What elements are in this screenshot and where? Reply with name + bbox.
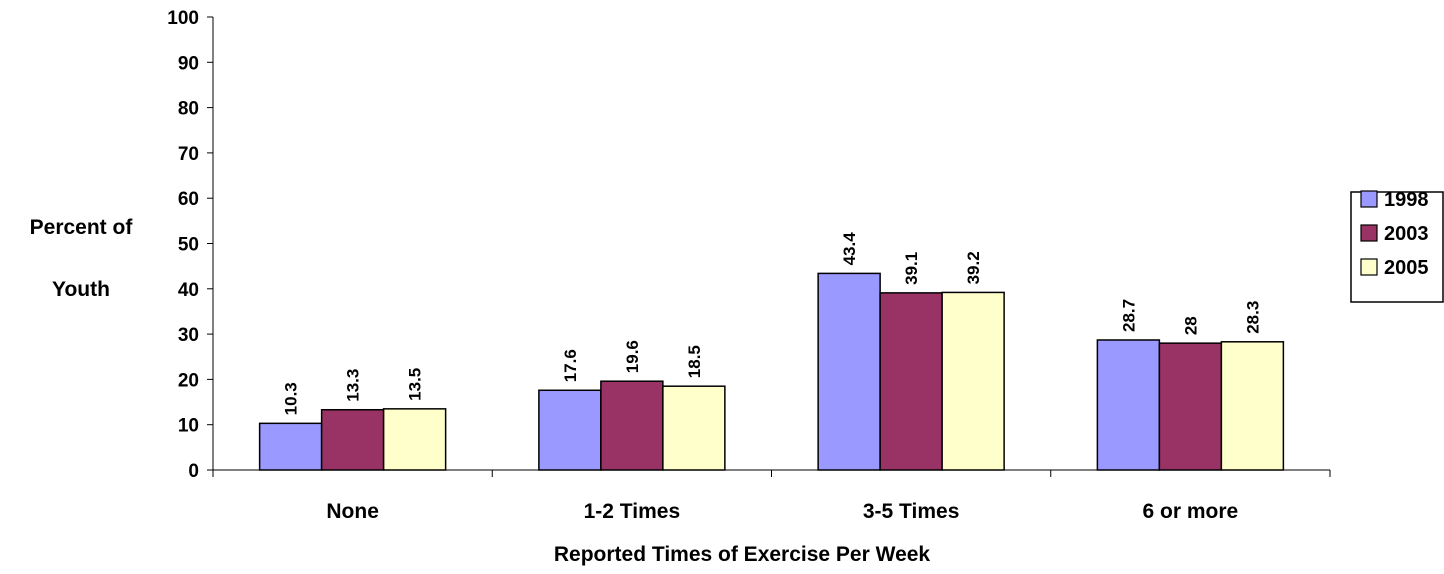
bar-2005-3 <box>1220 341 1285 471</box>
y-axis-title-line-1: Percent of <box>30 216 134 239</box>
legend-label-2003: 2003 <box>1384 223 1429 245</box>
y-tick-label: 40 <box>178 280 199 301</box>
data-label-2005-1: 18.5 <box>685 345 704 378</box>
x-axis: None 1-2 Times 3-5 Times 6 or more <box>212 469 1331 523</box>
y-tick-label: 50 <box>178 235 199 256</box>
bar-2005-2 <box>941 291 1005 471</box>
data-label-1998-0: 10.3 <box>282 382 301 415</box>
data-label-1998-2: 43.4 <box>840 232 859 266</box>
legend-swatch-2003 <box>1360 224 1378 242</box>
bar-2003-2 <box>879 292 943 471</box>
legend-swatch-2005 <box>1360 258 1378 276</box>
x-tick-label: 1-2 Times <box>584 500 681 523</box>
y-tick-label: 90 <box>178 53 199 74</box>
legend-box <box>1350 191 1444 303</box>
y-tick-label: 20 <box>178 370 199 391</box>
y-tick-label: 0 <box>188 461 199 482</box>
bar-2003-0 <box>320 409 385 471</box>
data-label-2005-2: 39.2 <box>964 251 983 284</box>
data-label-2005-0: 13.5 <box>406 368 425 401</box>
bar-2005-0 <box>382 408 447 471</box>
y-tick-label: 100 <box>167 8 199 29</box>
data-label-2003-1: 19.6 <box>623 340 642 373</box>
x-tick-label: 3-5 Times <box>863 500 960 523</box>
y-tick-label: 10 <box>178 416 199 437</box>
bars <box>258 272 1285 471</box>
bar-1998-3 <box>1096 339 1161 471</box>
y-tick-label: 30 <box>178 325 199 346</box>
y-tick-label: 60 <box>178 189 199 210</box>
y-tick-label: 70 <box>178 144 199 165</box>
data-label-2003-2: 39.1 <box>902 252 921 285</box>
x-axis-title: Reported Times of Exercise Per Week <box>554 543 931 566</box>
y-tick-label: 80 <box>178 99 199 120</box>
data-label-1998-1: 17.6 <box>561 349 580 382</box>
x-tick-label: None <box>326 500 379 523</box>
legend-swatch-1998 <box>1360 190 1378 208</box>
legend-label-1998: 1998 <box>1384 189 1429 211</box>
y-axis: 0 10 20 30 40 50 60 70 80 90 100 <box>167 8 214 482</box>
bar-2005-1 <box>662 385 726 471</box>
bar-1998-0 <box>258 422 323 471</box>
x-tick-label: 6 or more <box>1143 500 1239 523</box>
bar-2003-3 <box>1158 342 1223 471</box>
bar-1998-1 <box>538 389 602 471</box>
data-label-1998-3: 28.7 <box>1119 299 1138 332</box>
legend-label-2005: 2005 <box>1384 257 1429 279</box>
bar-2003-1 <box>600 380 664 471</box>
data-label-2003-3: 28 <box>1181 316 1200 335</box>
y-axis-title-line-2: Youth <box>52 278 110 301</box>
data-label-2003-0: 13.3 <box>344 369 363 402</box>
bar-1998-2 <box>817 272 881 471</box>
data-labels: 10.3 17.6 43.4 28.7 13.3 19.6 39.1 28 13.5 18.5 39… <box>282 232 1263 416</box>
data-label-2005-3: 28.3 <box>1243 301 1262 334</box>
legend: 1998 2003 2005 <box>1350 189 1444 303</box>
